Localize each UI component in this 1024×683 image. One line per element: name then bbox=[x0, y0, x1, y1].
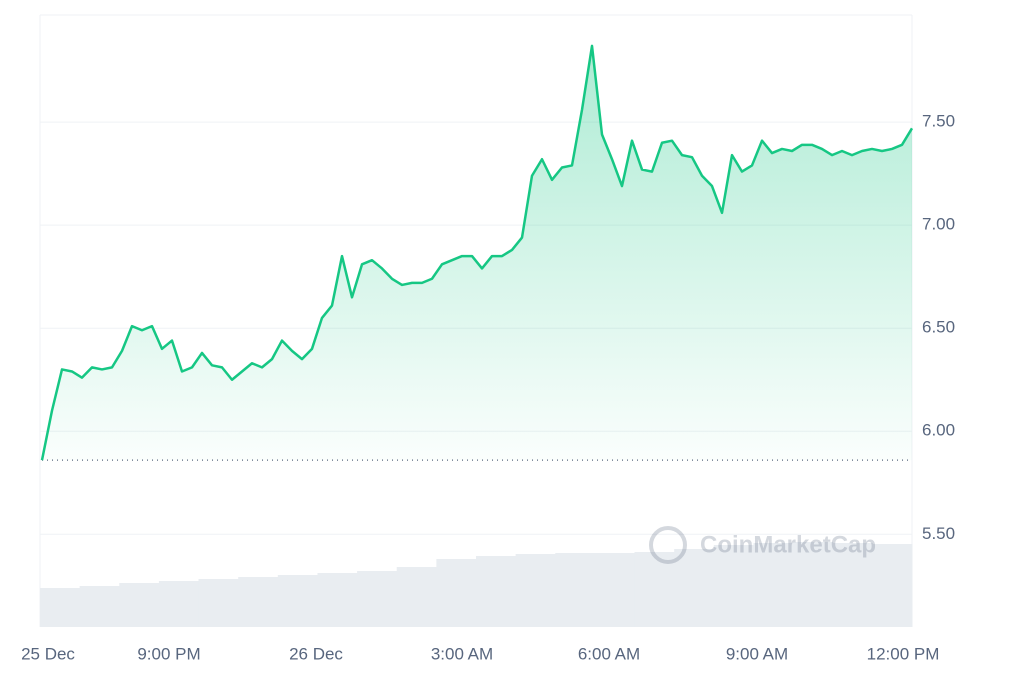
volume-bar bbox=[277, 575, 318, 627]
volume-bar bbox=[40, 588, 81, 627]
x-tick-label: 9:00 PM bbox=[137, 644, 200, 663]
x-tick-label: 3:00 AM bbox=[431, 644, 493, 663]
volume-bar bbox=[119, 583, 160, 627]
volume-bar bbox=[634, 552, 675, 627]
volume-bar bbox=[357, 571, 398, 627]
x-tick-label: 25 Dec bbox=[21, 644, 75, 663]
watermark-logo bbox=[649, 526, 687, 564]
volume-bar bbox=[198, 579, 239, 627]
axes: 5.50 6.00 6.50 7.00 7.50 25 Dec 9:00 PM 26 Dec 3… bbox=[21, 112, 955, 664]
volume-bar bbox=[753, 543, 794, 627]
watermark: CoinMarketCap bbox=[649, 526, 876, 564]
volume-bar bbox=[832, 543, 873, 627]
volume-bar bbox=[594, 553, 636, 627]
volume-bar bbox=[713, 545, 754, 627]
volume-bar bbox=[396, 567, 437, 627]
x-tick-label: 26 Dec bbox=[289, 644, 343, 663]
x-tick-label: 12:00 PM bbox=[867, 644, 940, 663]
volume-bar bbox=[515, 554, 556, 627]
volume-bar bbox=[872, 544, 913, 627]
x-tick-label: 9:00 AM bbox=[726, 644, 788, 663]
volume-bar bbox=[79, 586, 120, 627]
volume-bar bbox=[793, 542, 834, 627]
y-tick-label: 7.00 bbox=[922, 215, 955, 234]
volume-bar bbox=[674, 549, 715, 627]
watermark-text: CoinMarketCap bbox=[700, 531, 876, 558]
area bbox=[42, 45, 912, 461]
volume-bar bbox=[476, 556, 517, 627]
price-line bbox=[40, 44, 914, 461]
y-tick-label: 5.50 bbox=[922, 524, 955, 543]
volume-bar bbox=[317, 573, 358, 627]
y-tick-label: 7.50 bbox=[922, 112, 955, 131]
volume-bar bbox=[555, 553, 596, 627]
y-tick-label: 6.50 bbox=[922, 318, 955, 337]
volume-bar bbox=[238, 577, 279, 627]
volume-bar bbox=[158, 581, 200, 627]
plot bbox=[40, 44, 914, 461]
volume-bar bbox=[436, 559, 477, 627]
volume bbox=[40, 542, 913, 627]
y-tick-label: 6.00 bbox=[922, 421, 955, 440]
x-tick-label: 6:00 AM bbox=[578, 644, 640, 663]
